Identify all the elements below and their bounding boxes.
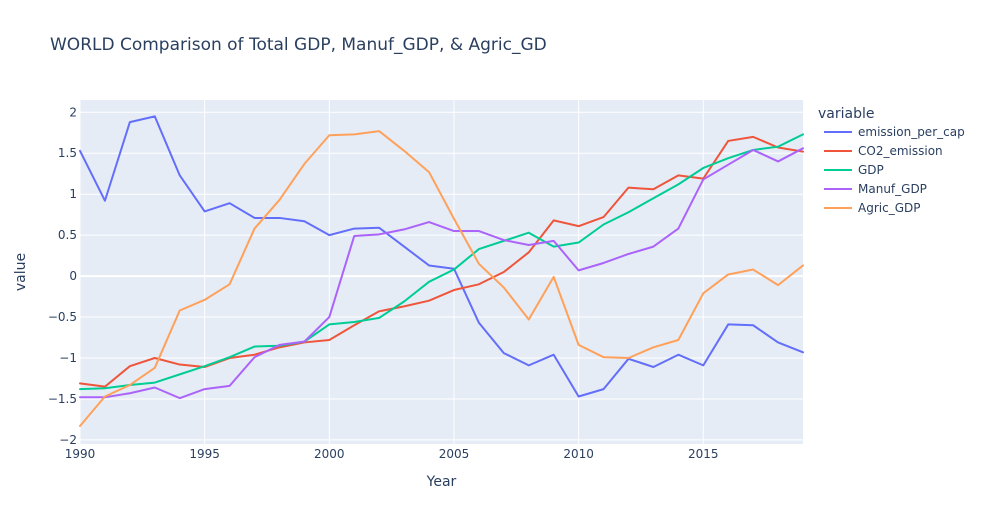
- y-tick-label: −1: [59, 351, 77, 365]
- legend: variable emission_per_cap CO2_emission GDP…: [818, 106, 965, 215]
- series-line-emission-per-cap[interactable]: [79, 115, 804, 398]
- legend-item-co2-emission[interactable]: CO2_emission: [824, 144, 943, 158]
- series-line-manuf-gdp[interactable]: [79, 147, 804, 400]
- legend-item-manuf-gdp[interactable]: Manuf_GDP: [824, 182, 927, 196]
- x-tick-label: 2000: [314, 447, 345, 461]
- series-lines: [79, 115, 804, 427]
- plot-area[interactable]: [80, 100, 803, 444]
- legend-label: Manuf_GDP: [858, 182, 927, 196]
- series-line-gdp[interactable]: [79, 133, 804, 391]
- legend-item-gdp[interactable]: GDP: [824, 163, 884, 177]
- x-axis-label: Year: [426, 474, 457, 490]
- y-tick-label: 0: [69, 269, 77, 283]
- x-tick-label: 2010: [563, 447, 594, 461]
- y-axis-label: value: [13, 253, 29, 291]
- legend-item-emission-per-cap[interactable]: emission_per_cap: [824, 125, 965, 139]
- legend-label: CO2_emission: [858, 144, 943, 158]
- y-tick-label: 1: [69, 187, 77, 201]
- legend-item-agric-gdp[interactable]: Agric_GDP: [824, 201, 920, 215]
- y-tick-label: −1.5: [48, 392, 77, 406]
- legend-label: Agric_GDP: [858, 201, 920, 215]
- y-tick-label: −0.5: [48, 310, 77, 324]
- chart-title: WORLD Comparison of Total GDP, Manuf_GDP…: [50, 35, 547, 55]
- x-tick-label: 1995: [189, 447, 220, 461]
- x-tick-label: 2005: [439, 447, 470, 461]
- legend-items: emission_per_cap CO2_emission GDP Manuf_GDP…: [824, 125, 965, 215]
- y-axis-ticks: −2 −1.5 −1 −0.5 0 0.5 1 1.5 2: [48, 105, 77, 447]
- x-tick-label: 2015: [688, 447, 719, 461]
- legend-label: GDP: [858, 163, 884, 177]
- y-tick-label: 0.5: [58, 228, 77, 242]
- legend-title: variable: [818, 106, 874, 122]
- y-tick-label: 2: [69, 105, 77, 119]
- x-axis-ticks: 1990 1995 2000 2005 2010 2015: [65, 447, 719, 461]
- y-tick-label: 1.5: [58, 146, 77, 160]
- legend-label: emission_per_cap: [858, 125, 965, 139]
- y-tick-label: −2: [59, 433, 77, 447]
- x-tick-label: 1990: [65, 447, 96, 461]
- series-line-agric-gdp[interactable]: [79, 130, 804, 427]
